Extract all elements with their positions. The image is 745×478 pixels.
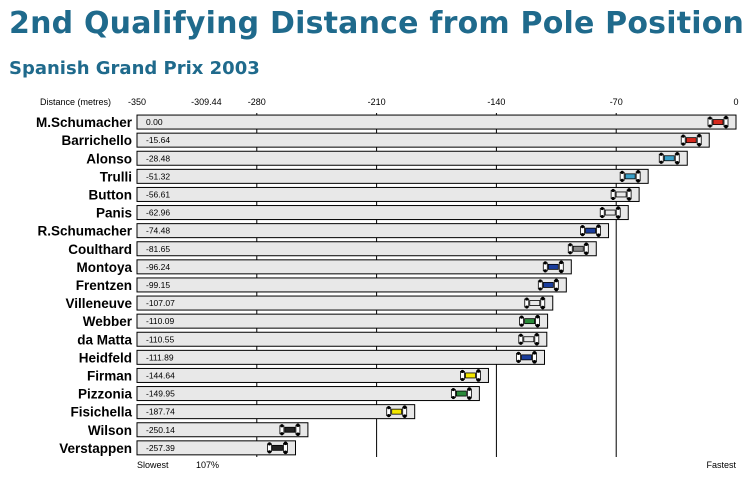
car-icon (680, 133, 702, 147)
fastest-label: Fastest (706, 460, 736, 470)
car-icon (518, 332, 540, 346)
data-label: -111.89 (146, 352, 174, 362)
driver-name: Verstappen (59, 441, 132, 456)
bar (136, 277, 567, 293)
car-icon (524, 296, 546, 310)
car-icon (267, 441, 288, 455)
car-icon (610, 188, 632, 201)
driver-name: Trulli (100, 169, 132, 184)
bar (136, 295, 554, 311)
driver-name: Villeneuve (65, 296, 132, 311)
data-label: -107.07 (146, 298, 175, 308)
x-tick-label: -350 (128, 97, 146, 107)
data-label: -257.39 (146, 443, 175, 453)
x-tick-label: -210 (368, 97, 386, 107)
bar (136, 186, 640, 202)
bar (136, 386, 480, 402)
bar (136, 367, 489, 383)
driver-name: Button (89, 187, 132, 202)
bar (136, 422, 309, 438)
car-icon (599, 206, 621, 219)
x-axis-label: Distance (metres) (40, 97, 111, 107)
bar (136, 313, 549, 329)
data-label: -250.14 (146, 425, 175, 435)
bar (136, 331, 548, 347)
bar (136, 205, 629, 221)
car-icon (450, 387, 472, 400)
slowest-label: Slowest (137, 460, 169, 470)
data-label: -187.74 (146, 407, 175, 417)
driver-name: Pizzonia (78, 387, 132, 402)
bar (136, 404, 416, 420)
driver-name: Wilson (88, 423, 132, 438)
car-icon (619, 170, 641, 183)
data-label: -51.32 (146, 171, 170, 181)
driver-name: Barrichello (61, 133, 132, 148)
data-label: -144.64 (146, 370, 175, 380)
car-icon (658, 151, 680, 165)
car-icon (519, 314, 540, 328)
bar (136, 349, 546, 365)
threshold-107-label: 107% (196, 460, 219, 470)
data-label: -56.61 (146, 189, 170, 199)
x-tick-label: -309.44 (191, 97, 222, 107)
driver-name: Firman (87, 368, 132, 383)
driver-name: M.Schumacher (36, 115, 133, 130)
driver-name: Alonso (86, 151, 132, 166)
driver-name: Fisichella (70, 405, 132, 420)
car-icon (537, 278, 559, 292)
car-icon (279, 423, 301, 437)
data-label: -99.15 (146, 280, 170, 290)
bars (136, 114, 737, 456)
car-icon (460, 369, 481, 382)
x-tick-label: -70 (610, 97, 623, 107)
driver-name: Webber (83, 314, 133, 329)
data-label: -74.48 (146, 226, 170, 236)
car-icon (707, 115, 729, 129)
bar (136, 114, 737, 130)
data-label: -110.09 (146, 316, 174, 326)
car-icon (542, 260, 564, 274)
car-icon (580, 224, 601, 237)
data-label: -149.95 (146, 389, 175, 399)
car-icon (567, 242, 589, 256)
data-label: -15.64 (146, 135, 170, 145)
driver-labels: 0.00 M.Schumacher -15.64 Barrichello -28.48 A… (36, 115, 175, 456)
bar (136, 150, 688, 166)
x-tick-label: -140 (487, 97, 505, 107)
x-tick-label: 0 (733, 97, 738, 107)
data-label: 0.00 (146, 117, 163, 127)
bar (136, 223, 610, 239)
driver-name: Coulthard (68, 242, 132, 257)
driver-name: R.Schumacher (37, 224, 132, 239)
bar (136, 168, 649, 184)
data-label: -28.48 (146, 153, 170, 163)
bar (136, 132, 710, 148)
driver-name: Heidfeld (79, 350, 132, 365)
bar (136, 259, 572, 275)
car-icon (516, 351, 537, 364)
data-label: -110.55 (146, 334, 174, 344)
bar (136, 241, 597, 257)
x-axis: -350 -309.44 -280 -210 -140 -70 0 (128, 97, 739, 107)
data-label: -81.65 (146, 244, 170, 254)
driver-name: da Matta (77, 332, 132, 347)
driver-name: Montoya (77, 260, 133, 275)
x-tick-label: -280 (248, 97, 266, 107)
data-label: -62.96 (146, 208, 170, 218)
bar (136, 440, 296, 456)
driver-name: Panis (96, 206, 132, 221)
chart-title: 2nd Qualifying Distance from Pole Positi… (9, 6, 745, 41)
data-label: -96.24 (146, 262, 170, 272)
chart-subtitle: Spanish Grand Prix 2003 (9, 58, 260, 79)
driver-name: Frentzen (76, 278, 132, 293)
car-icon (386, 405, 408, 418)
